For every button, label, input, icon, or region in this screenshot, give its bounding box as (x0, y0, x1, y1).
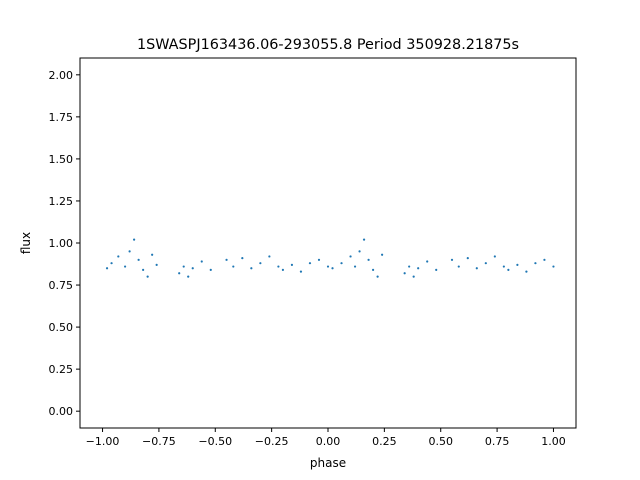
x-tick-label: 0.50 (428, 435, 453, 448)
x-tick-label: 0.75 (485, 435, 510, 448)
data-point (317, 258, 321, 261)
y-tick-label: 1.50 (49, 153, 74, 166)
data-point (552, 265, 555, 268)
data-point (155, 263, 158, 266)
y-tick-label: 1.00 (49, 237, 74, 250)
x-tick-label: −0.50 (198, 435, 232, 448)
data-point (412, 275, 415, 278)
data-point (502, 265, 505, 268)
data-point (450, 258, 454, 261)
data-point (209, 268, 212, 272)
data-point (376, 275, 379, 278)
data-point (417, 267, 420, 270)
data-point (457, 265, 460, 268)
plot-frame (79, 57, 577, 429)
data-point (200, 260, 203, 263)
x-tick-label: −0.25 (255, 435, 289, 448)
data-point (250, 267, 253, 270)
y-axis-ticks: 0.00 0.25 0.50 0.75 1.00 1.25 1.50 1.75 2.00 (49, 69, 80, 418)
data-point (105, 267, 109, 270)
data-point (225, 258, 228, 261)
data-point (299, 270, 303, 273)
data-point (142, 268, 145, 272)
data-point (232, 265, 235, 268)
x-tick-label: 0.00 (316, 435, 341, 448)
data-point (381, 253, 384, 256)
x-axis-label: phase (310, 456, 346, 470)
data-point (241, 257, 244, 260)
data-point (435, 268, 438, 272)
data-point (281, 268, 285, 272)
data-point (466, 257, 469, 260)
data-point (191, 267, 194, 270)
data-point (349, 255, 352, 258)
data-point (362, 238, 366, 241)
data-point (484, 262, 487, 265)
data-point (117, 255, 120, 258)
data-point (426, 260, 429, 263)
data-point (146, 275, 149, 278)
data-point (151, 253, 154, 256)
x-tick-label: 1.00 (541, 435, 566, 448)
data-point (128, 250, 131, 253)
data-point (408, 265, 411, 268)
data-point (525, 270, 528, 273)
data-point (340, 262, 343, 265)
y-axis-label: flux (19, 232, 33, 254)
data-point (178, 272, 181, 275)
data-point (507, 268, 510, 272)
chart-title: 1SWASPJ163436.06-293055.8 Period 350928.… (137, 37, 519, 53)
data-point (358, 250, 361, 253)
data-point (543, 258, 546, 261)
data-point (123, 265, 127, 268)
x-tick-label: 0.25 (372, 435, 397, 448)
data-point (353, 265, 357, 268)
data-point (326, 265, 330, 268)
data-point (110, 262, 113, 265)
data-point (268, 255, 271, 258)
data-point (403, 272, 406, 275)
data-point (277, 265, 280, 268)
x-tick-label: −1.00 (86, 435, 120, 448)
data-point (182, 265, 185, 268)
data-point (516, 263, 519, 266)
y-tick-label: 1.75 (49, 111, 74, 124)
data-point (493, 255, 496, 258)
data-point (367, 258, 370, 261)
data-point (137, 258, 140, 261)
data-point (259, 262, 262, 265)
data-point (187, 275, 190, 278)
x-axis-ticks: −1.00 −0.75 −0.50 −0.25 0.00 0.25 0.50 0.75 1.00 (86, 428, 566, 448)
data-point (534, 262, 537, 265)
data-point (133, 238, 136, 241)
y-tick-label: 1.25 (49, 195, 74, 208)
x-tick-label: −0.75 (142, 435, 176, 448)
data-point (308, 262, 312, 265)
data-point (290, 263, 294, 266)
data-point (331, 267, 334, 270)
data-points (105, 238, 555, 278)
y-tick-label: 0.50 (49, 321, 74, 334)
data-point (371, 268, 375, 272)
y-tick-label: 0.00 (49, 405, 74, 418)
y-tick-label: 2.00 (49, 69, 74, 82)
data-point (475, 267, 478, 270)
y-tick-label: 0.75 (49, 279, 74, 292)
y-tick-label: 0.25 (49, 363, 74, 376)
